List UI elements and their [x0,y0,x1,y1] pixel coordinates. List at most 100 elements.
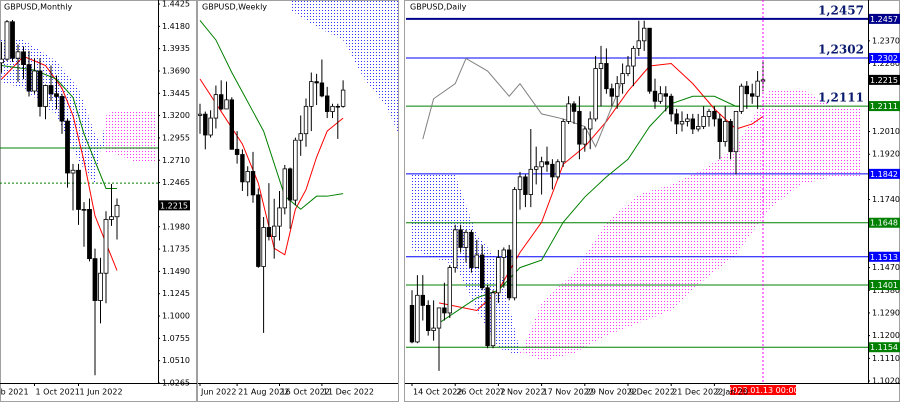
level-tag [869,52,900,63]
ichimoku-cloud [385,0,398,133]
candle-body [436,307,442,329]
candle-body [755,80,760,97]
candle-body [240,154,245,183]
x-tick-label: 7 Nov 2022 [499,388,545,397]
candle-body [663,93,668,97]
candle-body [561,121,566,163]
y-tick-label: 1.3445 [162,89,190,98]
indicator-line [1,55,118,271]
ichimoku-cloud [671,169,704,311]
candle-body [528,168,533,195]
candle-body [598,63,604,69]
candle-body [625,65,631,74]
candle-body [647,27,652,92]
candle-body [566,103,571,122]
candle-body [98,272,103,301]
candle-body [245,171,250,183]
candle-body [103,219,109,274]
candle-body [109,216,114,220]
level-tag [869,279,900,290]
candle-body [261,227,266,267]
candle-body [324,95,330,112]
y-tick-label: 1.1245 [162,289,190,298]
candle-body [81,209,87,211]
candle-body [534,166,539,170]
candle-body [43,85,48,107]
level-tag [869,217,900,228]
candle-body [309,81,314,107]
candle-body [59,96,65,122]
candle-body [4,21,10,60]
price-tag [159,200,190,211]
candle-body [37,70,43,107]
candle-body [588,118,593,130]
ichimoku-cloud [606,194,639,336]
candle-body [679,121,685,125]
candle-body [496,257,501,294]
x-tick-label: 21 Aug 2022 [238,388,289,397]
y-tick-label: 1.2370 [872,36,900,45]
candle-body [218,94,224,110]
candle-body [701,116,706,127]
ichimoku-cloud [574,222,607,354]
candle-body [70,169,76,174]
candle-body [636,40,641,49]
y-tick-label: 1.1735 [162,245,190,254]
y-tick-label: 1.3690 [162,66,190,75]
price-tag [869,74,900,85]
ichimoku-cloud [800,88,834,185]
candle-body [198,113,203,116]
level-note: 1,2111 [818,91,864,105]
candle-body [431,327,436,331]
level-note: 1,2457 [818,3,864,17]
candle-body [739,85,744,112]
ichimoku-cloud [412,174,456,266]
cursor-tag [730,385,796,395]
candle-body [76,169,81,210]
x-tick-label: 21 Dec 2022 [672,388,723,397]
ichimoku-cloud [638,184,672,324]
candle-body [577,110,582,145]
candle-body [314,81,319,84]
indicator-line [199,78,344,256]
candle-body [658,93,663,102]
candle-body [208,117,213,136]
candle-body [593,68,598,120]
candle-body [15,51,21,59]
y-tick-label: 1.2465 [162,178,190,187]
candle-body [250,171,256,196]
candle-body [92,258,98,301]
candle-body [690,118,695,130]
candle-body [712,110,717,120]
candle-body [266,227,272,237]
candle-body [409,304,415,343]
level-tag-label: 1.1154 [870,343,898,352]
candle-body [340,89,346,107]
candle-body [234,148,240,155]
candle-body [303,105,309,135]
candle-body [652,90,658,102]
y-tick-label: 1.0510 [162,356,190,365]
y-tick-label: 1.4180 [162,22,190,31]
candle-body [733,110,739,153]
x-tick-label: 11 Dec 2022 [323,388,374,397]
candle-body [512,189,517,299]
candle-body [620,73,625,85]
candle-body [582,128,587,145]
x-tick-label: 1 Oct 2021 [36,388,80,397]
candle-body [32,70,37,92]
candle-body [642,27,647,42]
candle-body [256,194,261,267]
candle-body [287,168,293,201]
ichimoku-cloud [56,60,79,162]
candle-body [415,294,420,343]
candle-body [674,113,679,125]
candle-body [490,292,496,347]
x-tick-label: 16 Oct 2022 [281,388,330,397]
candle-body [54,93,59,97]
level-tag-label: 1.2457 [870,15,898,24]
candle-body [335,105,340,108]
x-tick-label: 29 Nov 2022 [586,388,637,397]
